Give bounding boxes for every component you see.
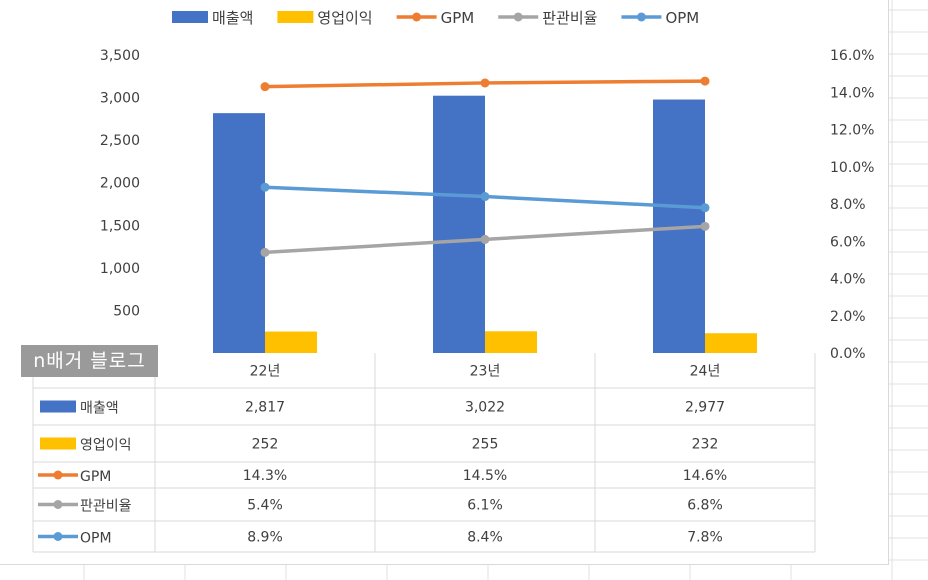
table-header-23년: 23년	[470, 364, 501, 380]
table-row-label-OPM: OPM	[80, 531, 112, 547]
point-판관비율-22년	[260, 247, 270, 257]
y-right-tick-label: 14.0%	[830, 85, 874, 101]
y-right-tick-label: 2.0%	[830, 309, 866, 325]
table-cell-매출액-22년: 2,817	[245, 400, 285, 416]
bar-매출액-22년	[213, 113, 265, 353]
legend-swatch-매출액	[172, 11, 208, 23]
legend-label-OPM: OPM	[665, 9, 699, 27]
y-right-tick-label: 6.0%	[830, 234, 866, 250]
table-cell-OPM-22년: 8.9%	[247, 530, 283, 546]
y-right-tick-label: 0.0%	[830, 346, 866, 362]
table-swatch-매출액	[40, 400, 76, 413]
y-left-tick-label: 2,500	[100, 133, 140, 149]
table-cell-OPM-24년: 7.8%	[687, 530, 723, 546]
table-row-label-영업이익: 영업이익	[80, 438, 132, 454]
y-right-tick-label: 8.0%	[830, 197, 866, 213]
y-right-tick-label: 4.0%	[830, 272, 866, 288]
watermark: n배거 블로그	[21, 345, 158, 377]
table-cell-영업이익-22년: 252	[252, 437, 279, 453]
point-판관비율-23년	[480, 234, 490, 244]
y-right-tick-label: 16.0%	[830, 48, 874, 64]
table-marker-판관비율	[53, 500, 63, 509]
point-OPM-23년	[480, 192, 490, 202]
table-cell-GPM-24년: 14.6%	[683, 468, 727, 484]
y-right-tick-label: 10.0%	[830, 160, 874, 176]
bar-영업이익-23년	[485, 331, 537, 353]
table-cell-OPM-23년: 8.4%	[467, 530, 503, 546]
y-axis-right: 0.0% 2.0% 4.0% 6.0% 8.0% 10.0% 12.0% 14.0% 16.0%	[830, 48, 874, 362]
table-cell-판관비율-23년: 6.1%	[467, 498, 503, 514]
y-left-tick-label: 500	[113, 303, 140, 319]
table-cell-영업이익-24년: 232	[692, 437, 719, 453]
point-GPM-24년	[700, 76, 710, 86]
point-OPM-24년	[700, 203, 710, 213]
y-left-tick-label: 1,000	[100, 261, 140, 277]
table-cell-매출액-24년: 2,977	[685, 400, 725, 416]
y-left-tick-label: 3,000	[100, 91, 140, 107]
legend-label-판관비율: 판관비율	[542, 9, 597, 27]
table-header-24년: 24년	[690, 364, 721, 380]
table-cell-판관비율-24년: 6.8%	[687, 498, 723, 514]
y-left-tick-label: 1,500	[100, 218, 140, 234]
legend-swatch-영업이익	[277, 11, 314, 23]
bar-영업이익-22년	[265, 331, 317, 353]
table-cell-매출액-23년: 3,022	[465, 400, 505, 416]
table-cell-판관비율-22년: 5.4%	[247, 498, 283, 514]
legend-label-영업이익: 영업이익	[317, 9, 372, 27]
point-판관비율-24년	[700, 221, 710, 231]
y-right-tick-label: 12.0%	[830, 123, 874, 139]
point-GPM-22년	[260, 82, 270, 92]
legend-label-GPM: GPM	[441, 9, 475, 27]
table-cell-영업이익-23년: 255	[472, 437, 499, 453]
y-left-tick-label: 3,500	[100, 48, 140, 64]
table-swatch-영업이익	[40, 437, 76, 450]
table-marker-GPM	[53, 470, 63, 480]
table-cell-GPM-22년: 14.3%	[243, 468, 287, 484]
legend-marker-GPM	[412, 12, 422, 22]
table-cell-GPM-23년: 14.5%	[463, 468, 507, 484]
legend-marker-판관비율	[513, 12, 523, 22]
lines	[260, 76, 710, 257]
table-marker-OPM	[53, 532, 63, 541]
bar-영업이익-24년	[705, 333, 757, 353]
bar-매출액-23년	[433, 95, 485, 353]
legend: 매출액 영업이익 GPM 판관비율 OPM	[172, 9, 699, 27]
table-header-22년: 22년	[250, 364, 281, 380]
table-row-label-GPM: GPM	[80, 469, 111, 485]
legend-label-매출액: 매출액	[212, 9, 253, 27]
table-row-label-매출액: 매출액	[80, 401, 119, 417]
legend-marker-OPM	[636, 12, 646, 22]
bars	[213, 95, 757, 353]
table-row-label-판관비율: 판관비율	[80, 499, 132, 515]
y-left-tick-label: 2,000	[100, 176, 140, 192]
point-OPM-22년	[260, 182, 270, 192]
point-GPM-23년	[480, 78, 490, 88]
